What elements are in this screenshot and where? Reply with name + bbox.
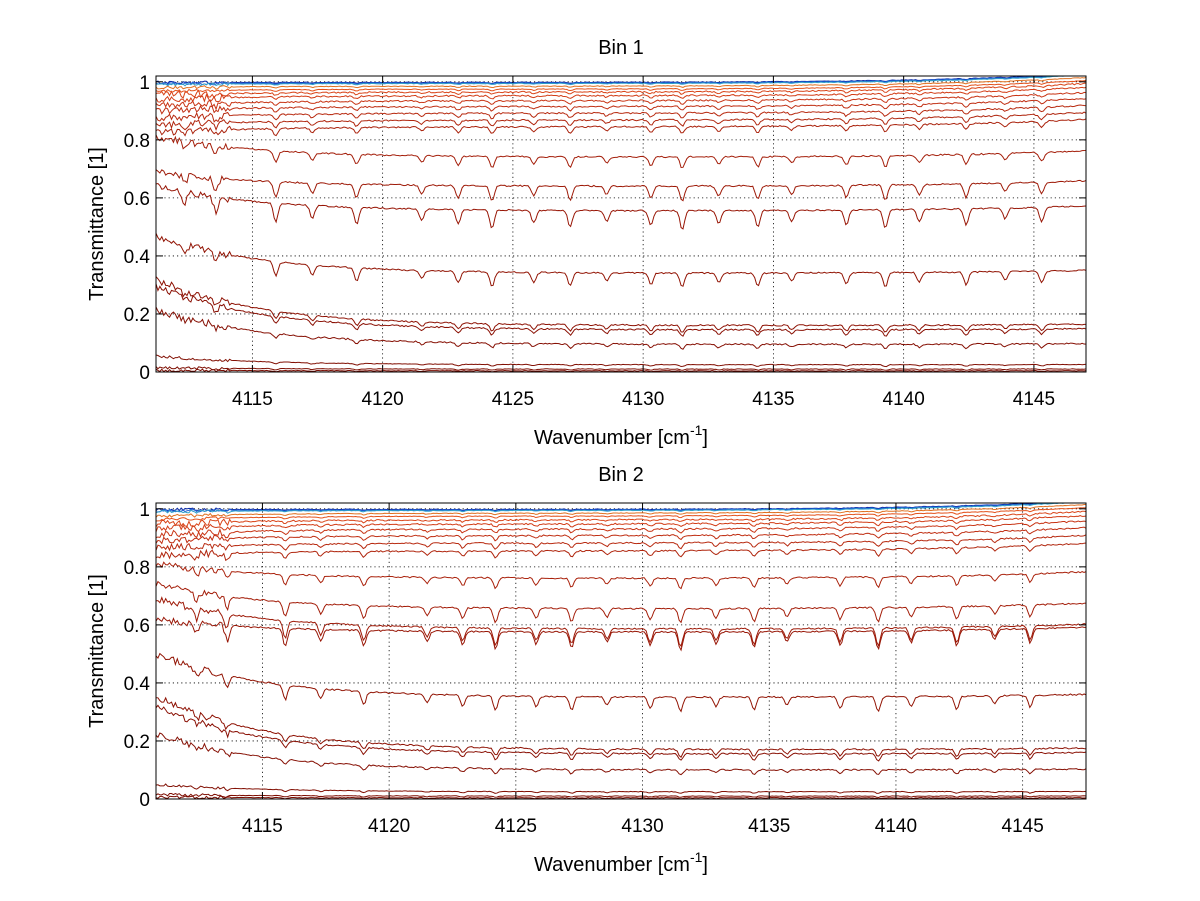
x-axis-label: Wavenumber [cm-1] (534, 849, 708, 876)
series-line-t14 (155, 596, 1087, 648)
series-line-t19 (155, 306, 1087, 350)
series-line-t22 (155, 368, 1087, 373)
series-line-t17 (155, 276, 1087, 333)
x-axis-label-main: Wavenumber [cm (534, 854, 690, 876)
series-line-t11 (155, 111, 1087, 132)
x-tick-label: 4125 (495, 816, 537, 837)
series-line-t13 (155, 134, 1087, 169)
y-tick-label: 0.2 (124, 732, 150, 753)
y-tick-label: 0.4 (124, 247, 151, 268)
series-line-t18 (155, 283, 1087, 337)
series-group (155, 75, 1087, 373)
x-axis-label-sup: -1 (690, 849, 703, 865)
series-line-t9 (155, 526, 1087, 545)
series-line-t6 (155, 82, 1087, 99)
series-line-t10 (155, 104, 1087, 123)
series-line-t16 (155, 233, 1087, 287)
series-line-t12 (155, 118, 1087, 137)
y-tick-label: 1 (139, 500, 150, 521)
series-line-t21 (155, 366, 1087, 371)
y-tick-label: 0.6 (124, 616, 150, 637)
series-line-t13 (155, 580, 1087, 624)
series-line-t8 (155, 520, 1087, 539)
y-tick-label: 0.8 (124, 558, 150, 579)
series-line-t5 (155, 507, 1087, 522)
series-line-t9 (155, 98, 1087, 115)
x-axis-label-main: Wavenumber [cm (534, 427, 690, 449)
y-tick-label: 1 (139, 73, 150, 94)
chart-title: Bin 1 (598, 37, 644, 59)
y-tick-label: 0.4 (124, 674, 151, 695)
x-tick-label: 4125 (492, 389, 534, 410)
y-axis-label: Transmittance [1] (86, 574, 108, 728)
series-line-t5 (155, 79, 1087, 93)
series-line-t3 (155, 502, 1086, 514)
series-line-t4 (155, 503, 1087, 518)
series-line-t21 (155, 792, 1087, 798)
series-line-t4 (155, 76, 1087, 90)
series-line-t16 (155, 652, 1087, 713)
x-tick-label: 4140 (875, 816, 917, 837)
series-line-t10 (155, 534, 1087, 552)
series-line-t7 (155, 86, 1087, 103)
x-tick-label: 4140 (883, 389, 925, 410)
series-line-t15 (155, 182, 1087, 230)
x-tick-label: 4115 (232, 389, 273, 410)
x-tick-label: 4145 (1002, 816, 1044, 837)
series-line-t17 (155, 696, 1087, 758)
series-line-t6 (155, 510, 1087, 528)
y-tick-label: 0 (139, 790, 150, 811)
series-line-t8 (155, 91, 1087, 111)
y-tick-label: 0.8 (124, 131, 150, 152)
y-tick-label: 0 (139, 363, 150, 384)
chart-bin-2: 4115 4120 4125 4130 4135 4140 4145 0 0.2 0.4 0.6 0.… (86, 464, 1087, 876)
series-line-t2 (155, 502, 1086, 513)
series-line-t7 (155, 515, 1087, 533)
axes-box (155, 502, 1087, 800)
series-line-t11 (155, 542, 1087, 562)
series-line-t20 (155, 354, 1087, 368)
x-tick-label: 4120 (361, 389, 403, 410)
series-group (155, 502, 1087, 800)
series-line-t19 (155, 732, 1087, 776)
x-tick-label: 4120 (368, 816, 410, 837)
x-axis-label-sup: -1 (690, 422, 703, 438)
x-axis-label-tail: ] (702, 427, 708, 449)
series-line-t20 (155, 783, 1087, 794)
x-axis-label: Wavenumber [cm-1] (534, 422, 708, 449)
series-line-t3 (155, 75, 1086, 87)
x-tick-label: 4145 (1013, 389, 1055, 410)
series-line-t14 (155, 169, 1087, 202)
axes-box (155, 75, 1087, 373)
y-tick-label: 0.2 (124, 305, 150, 326)
y-tick-label: 0.6 (124, 189, 150, 210)
chart-title: Bin 2 (598, 464, 644, 486)
x-tick-label: 4115 (242, 816, 283, 837)
series-line-t18 (155, 704, 1087, 762)
x-axis-label-tail: ] (702, 854, 708, 876)
x-tick-label: 4135 (752, 389, 794, 410)
series-line-t15 (155, 616, 1087, 652)
x-tick-label: 4130 (622, 389, 664, 410)
series-line-t12 (155, 561, 1087, 590)
series-line-t22 (155, 795, 1087, 800)
chart-bin-1: 4115 4120 4125 4130 4135 4140 4145 0 0.2 0.4 0.6 0.… (86, 37, 1087, 449)
x-tick-label: 4130 (621, 816, 663, 837)
y-axis-label: Transmittance [1] (86, 147, 108, 301)
x-tick-label: 4135 (748, 816, 790, 837)
